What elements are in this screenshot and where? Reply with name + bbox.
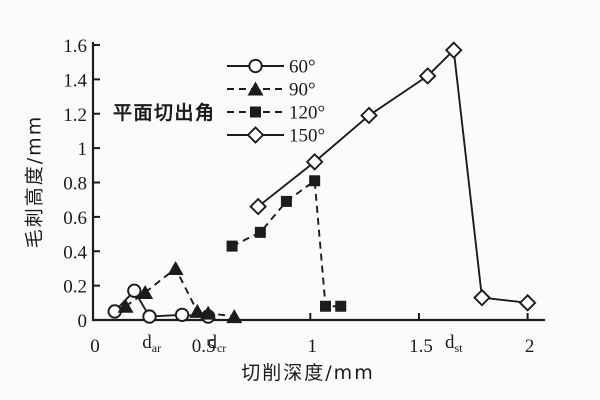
marker-triangle xyxy=(189,303,206,318)
legend-item: 120° xyxy=(227,103,325,124)
marker-triangle xyxy=(226,309,243,324)
series-90 xyxy=(117,260,243,324)
marker-diamond xyxy=(444,41,463,59)
legend-label: 150° xyxy=(289,126,325,147)
y-tick-label: 1.2 xyxy=(63,105,87,126)
y-tick-label: 0.4 xyxy=(63,242,87,263)
marker-triangle xyxy=(200,305,217,320)
y-tick-label: 1.6 xyxy=(63,36,87,57)
marker-square xyxy=(280,195,292,207)
depth-annotation: dst xyxy=(445,332,463,355)
y-tick-label: 0.8 xyxy=(63,174,87,195)
y-tick-label: 0.2 xyxy=(63,277,87,298)
legend-label: 90° xyxy=(289,80,316,101)
series-150 xyxy=(249,41,537,312)
legend-item: 60° xyxy=(227,57,316,78)
y-axis-title: 毛刺高度/mm xyxy=(23,114,46,249)
x-tick-label: 0.5 xyxy=(192,336,216,357)
legend-label: 60° xyxy=(289,57,316,78)
legend-item: 90° xyxy=(227,80,316,101)
marker-square xyxy=(335,300,347,312)
x-tick-label: 0 xyxy=(90,336,100,357)
marker-diamond xyxy=(305,153,324,171)
marker-diamond xyxy=(246,126,265,144)
y-tick-label: 0 xyxy=(78,311,88,332)
marker-square xyxy=(250,106,261,118)
x-tick-label: 2 xyxy=(525,336,535,357)
legend-item: 150° xyxy=(227,126,325,147)
marker-diamond xyxy=(473,288,491,307)
marker-diamond xyxy=(418,67,437,85)
x-axis-title: 切削深度/mm xyxy=(241,362,375,384)
y-tick-label: 1 xyxy=(78,139,88,160)
legend-label: 120° xyxy=(289,103,325,124)
marker-diamond xyxy=(249,197,267,216)
marker-triangle xyxy=(137,285,154,299)
marker-circle xyxy=(127,283,142,298)
marker-square xyxy=(226,240,238,252)
y-tick-label: 1.4 xyxy=(63,70,87,91)
marker-circle xyxy=(248,58,263,74)
legend-title: 平面切出角 xyxy=(113,101,216,124)
marker-triangle xyxy=(247,81,264,96)
marker-square xyxy=(309,175,321,187)
series-120 xyxy=(226,175,347,312)
legend: 平面切出角 60°90°120°150° xyxy=(113,57,325,147)
marker-triangle xyxy=(167,260,184,275)
depth-annotation: dar xyxy=(142,332,161,355)
x-axis: 0 0.5 1 1.5 2 xyxy=(90,313,534,357)
axis-spines xyxy=(91,42,545,322)
marker-square xyxy=(254,226,266,238)
x-tick-label: 1 xyxy=(308,336,318,357)
y-axis: 0 0.2 0.4 0.6 0.8 1 1.2 1.4 1.6 xyxy=(63,36,100,332)
marker-square xyxy=(320,300,332,312)
x-tick-label: 1.5 xyxy=(409,336,433,357)
depth-annotation: dcr xyxy=(207,332,226,355)
y-tick-label: 0.6 xyxy=(63,208,87,229)
marker-diamond xyxy=(518,293,537,312)
marker-circle xyxy=(142,309,157,324)
marker-circle xyxy=(174,307,190,322)
marker-diamond xyxy=(360,106,378,125)
marker-triangle xyxy=(117,298,134,313)
